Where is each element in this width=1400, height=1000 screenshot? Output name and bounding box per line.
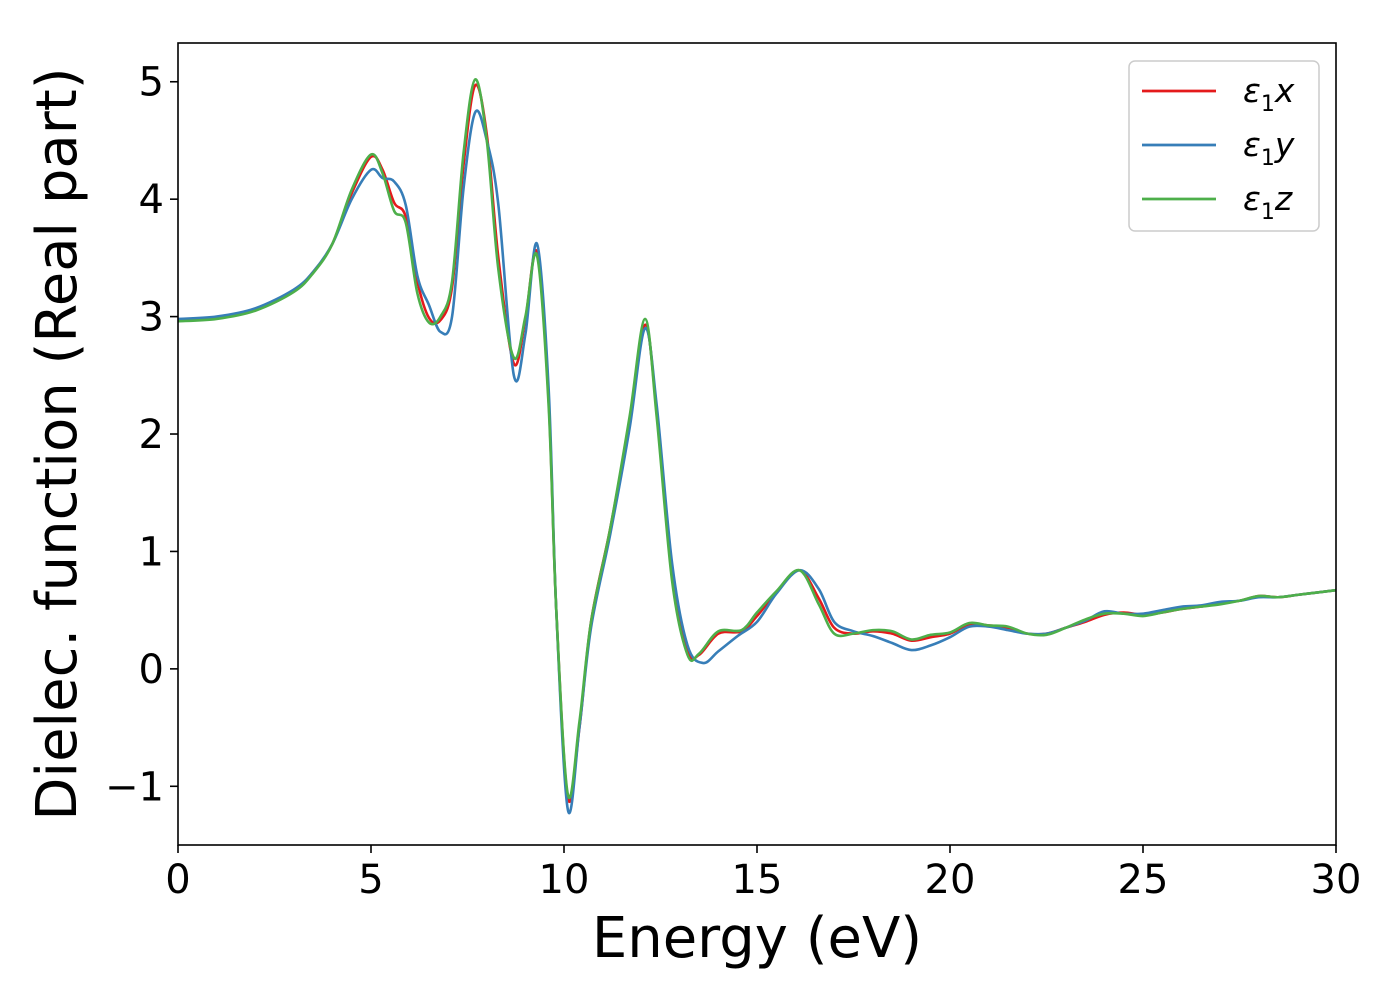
legend: ε1x ε1y ε1z: [1128, 60, 1320, 232]
y-tick-label: 4: [139, 177, 164, 223]
x-tick-label: 30: [1311, 857, 1362, 903]
y-tick-label: 3: [139, 295, 164, 341]
x-axis-title: Energy (eV): [592, 906, 922, 971]
series-line-z: [177, 78, 1337, 799]
y-tick-label: 5: [139, 60, 164, 106]
series-layer: [177, 78, 1337, 815]
legend-label-z: ε1z: [1243, 179, 1293, 225]
legend-label-x: ε1x: [1243, 71, 1295, 117]
x-axis-ticks: 0 5 10 15 20 25 30: [165, 845, 1361, 903]
x-tick-label: 10: [539, 857, 590, 903]
legend-label-y: ε1y: [1243, 125, 1295, 171]
y-tick-label: 0: [139, 647, 164, 693]
y-tick-label: 2: [139, 412, 164, 458]
x-tick-label: 5: [358, 857, 383, 903]
x-tick-label: 0: [165, 857, 190, 903]
legend-box: [1128, 60, 1320, 232]
y-axis-title: Dielec. function (Real part): [25, 67, 90, 820]
y-tick-label: −1: [105, 764, 164, 810]
y-axis-ticks: −1 0 1 2 3 4 5: [105, 60, 178, 810]
x-tick-label: 15: [732, 857, 783, 903]
x-tick-label: 20: [925, 857, 976, 903]
x-tick-label: 25: [1118, 857, 1169, 903]
series-line-y: [177, 109, 1337, 815]
y-tick-label: 1: [139, 529, 164, 575]
